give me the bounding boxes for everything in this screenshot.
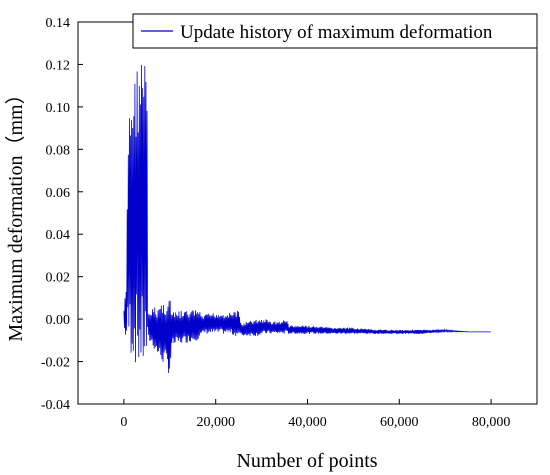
y-tick-label: -0.04 xyxy=(41,398,70,413)
y-tick-label: 0.14 xyxy=(46,16,71,31)
x-axis-title: Number of points xyxy=(236,450,377,472)
x-tick-label: 80,000 xyxy=(472,415,511,430)
x-tick-label: 40,000 xyxy=(288,415,327,430)
legend-label: Update history of maximum deformation xyxy=(180,22,493,43)
x-tick-label: 60,000 xyxy=(380,415,419,430)
y-tick-label: 0.00 xyxy=(46,313,71,328)
legend: Update history of maximum deformation xyxy=(132,13,538,49)
x-tick-label: 0 xyxy=(120,415,127,430)
tick-layer: 0 20,000 40,000 60,000 80,000 -0.04 -0.02 0.00 0… xyxy=(41,16,511,430)
legend-box xyxy=(132,13,538,49)
y-tick-label: 0.02 xyxy=(46,271,71,286)
y-tick-label: 0.08 xyxy=(46,143,71,158)
y-tick-label: 0.10 xyxy=(46,101,71,116)
series-line xyxy=(123,64,491,373)
y-axis-title: Maximum deformation（mm） xyxy=(4,84,27,341)
series-layer xyxy=(123,64,491,373)
x-tick-label: 20,000 xyxy=(196,415,235,430)
y-tick-label: 0.06 xyxy=(46,186,71,201)
y-tick-label: 0.04 xyxy=(46,228,71,243)
y-tick-label: -0.02 xyxy=(41,356,70,371)
y-tick-label: 0.12 xyxy=(46,58,71,73)
